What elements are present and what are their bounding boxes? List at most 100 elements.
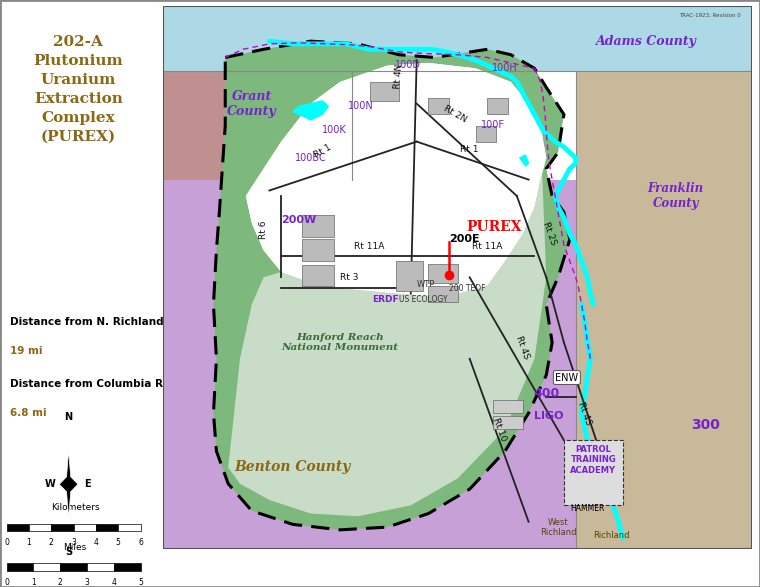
Text: 100D: 100D: [395, 60, 421, 70]
Polygon shape: [293, 101, 328, 120]
Text: Rt 6: Rt 6: [259, 220, 268, 239]
Text: Franklin
County: Franklin County: [648, 182, 704, 210]
Polygon shape: [576, 71, 752, 549]
Text: TRAC-1923, Revision 0: TRAC-1923, Revision 0: [679, 12, 741, 18]
Bar: [369, 82, 399, 101]
Bar: [493, 416, 523, 429]
Polygon shape: [520, 155, 529, 166]
Text: E: E: [84, 479, 90, 490]
Text: 🖫  🖨  ↑  ↓     12 / 23     —  +  ▶: 🖫 🖨 ↑ ↓ 12 / 23 — + ▶: [291, 561, 483, 575]
Text: 200E: 200E: [449, 234, 480, 244]
Bar: [429, 98, 449, 114]
Text: 3: 3: [84, 578, 90, 586]
Text: 202-A
Plutonium
Uranium
Extraction
Complex
(PUREX): 202-A Plutonium Uranium Extraction Compl…: [33, 35, 123, 144]
Text: W: W: [45, 479, 55, 490]
Text: Benton County: Benton County: [235, 460, 351, 474]
Text: 17009b_EDC_DDF_22x17: 17009b_EDC_DDF_22x17: [193, 583, 262, 587]
Text: HAMMER: HAMMER: [570, 504, 605, 513]
Polygon shape: [228, 125, 546, 517]
Bar: [114, 563, 141, 571]
Bar: [119, 524, 141, 531]
Text: West
Richland: West Richland: [540, 518, 576, 537]
Text: 6.8 mi: 6.8 mi: [10, 408, 46, 418]
Text: 2: 2: [58, 578, 62, 586]
Text: 0: 0: [4, 538, 9, 547]
Text: S: S: [65, 546, 72, 557]
Text: Rt 10: Rt 10: [491, 416, 508, 442]
Text: 400: 400: [533, 387, 559, 400]
Polygon shape: [163, 71, 352, 180]
Bar: [564, 440, 623, 505]
Bar: [302, 265, 334, 285]
Text: Rt 11A: Rt 11A: [472, 242, 502, 251]
Text: Rt 1: Rt 1: [461, 146, 479, 154]
Text: Kilometers: Kilometers: [51, 504, 100, 512]
Text: 200W: 200W: [281, 215, 316, 225]
Polygon shape: [163, 180, 576, 549]
Text: Further Dissemination Unlimited: Further Dissemination Unlimited: [193, 575, 282, 581]
Text: 100F: 100F: [481, 120, 505, 130]
Bar: [33, 563, 60, 571]
Text: ERDF: ERDF: [372, 295, 399, 304]
Bar: [396, 261, 423, 291]
Polygon shape: [246, 63, 546, 296]
Text: 100N: 100N: [348, 101, 374, 111]
Text: N: N: [65, 411, 73, 422]
Text: TRAC-1923, Revision 0: TRAC-1923, Revision 0: [193, 560, 255, 565]
Text: 1: 1: [31, 578, 36, 586]
Text: Adams County: Adams County: [596, 35, 697, 48]
Text: Rt 4S: Rt 4S: [515, 335, 531, 361]
Text: PATROL
TRAINING
ACADEMY: PATROL TRAINING ACADEMY: [570, 445, 616, 475]
Bar: [493, 400, 523, 413]
Text: 2: 2: [49, 538, 53, 547]
Polygon shape: [246, 63, 546, 296]
Text: 19 mi: 19 mi: [10, 346, 43, 356]
Text: 5: 5: [138, 578, 143, 586]
Text: LIGO: LIGO: [534, 410, 564, 420]
Text: Grant
County: Grant County: [227, 90, 277, 117]
Text: ENW: ENW: [556, 373, 578, 383]
Text: Rt 3: Rt 3: [340, 273, 358, 282]
Polygon shape: [214, 41, 570, 530]
Text: Hanford Reach
National Monument: Hanford Reach National Monument: [282, 333, 398, 352]
Text: 100K: 100K: [321, 126, 347, 136]
Text: WTP: WTP: [416, 280, 435, 289]
Text: Rt 4N: Rt 4N: [394, 63, 404, 89]
Text: 3: 3: [71, 538, 76, 547]
Bar: [60, 563, 87, 571]
Text: Rt 2S: Rt 2S: [541, 221, 558, 247]
Text: 5: 5: [116, 538, 121, 547]
Text: Approved for Public Release;: Approved for Public Release;: [193, 568, 271, 573]
Polygon shape: [59, 451, 78, 518]
Text: Rt 11A: Rt 11A: [354, 242, 385, 251]
Text: Miles: Miles: [64, 543, 87, 552]
Bar: [429, 264, 458, 283]
Text: 100H: 100H: [492, 63, 518, 73]
Text: 0: 0: [4, 578, 9, 586]
Text: PUREX: PUREX: [467, 220, 522, 234]
Bar: [87, 563, 114, 571]
Text: 4: 4: [93, 538, 98, 547]
Text: Rt 1: Rt 1: [312, 143, 333, 160]
Text: Rt 4S: Rt 4S: [576, 400, 593, 426]
Bar: [29, 524, 51, 531]
Text: Rt 2N: Rt 2N: [442, 104, 468, 124]
Text: Richland: Richland: [593, 531, 629, 540]
Text: Distance from N. Richland: Distance from N. Richland: [10, 317, 163, 327]
Bar: [476, 126, 496, 141]
Bar: [302, 239, 334, 261]
Text: 300: 300: [691, 419, 720, 433]
Text: US ECOLOGY: US ECOLOGY: [399, 295, 448, 304]
Text: 200 TEDF: 200 TEDF: [449, 284, 486, 293]
Text: 1: 1: [27, 538, 31, 547]
Bar: [429, 285, 458, 302]
Text: 6: 6: [138, 538, 143, 547]
Bar: [302, 215, 334, 237]
Text: 100BC: 100BC: [295, 153, 327, 163]
Bar: [96, 524, 119, 531]
Bar: [7, 563, 33, 571]
Bar: [487, 98, 508, 114]
Text: 4: 4: [111, 578, 116, 586]
Text: Distance from Columbia River: Distance from Columbia River: [10, 379, 185, 389]
Bar: [7, 524, 29, 531]
